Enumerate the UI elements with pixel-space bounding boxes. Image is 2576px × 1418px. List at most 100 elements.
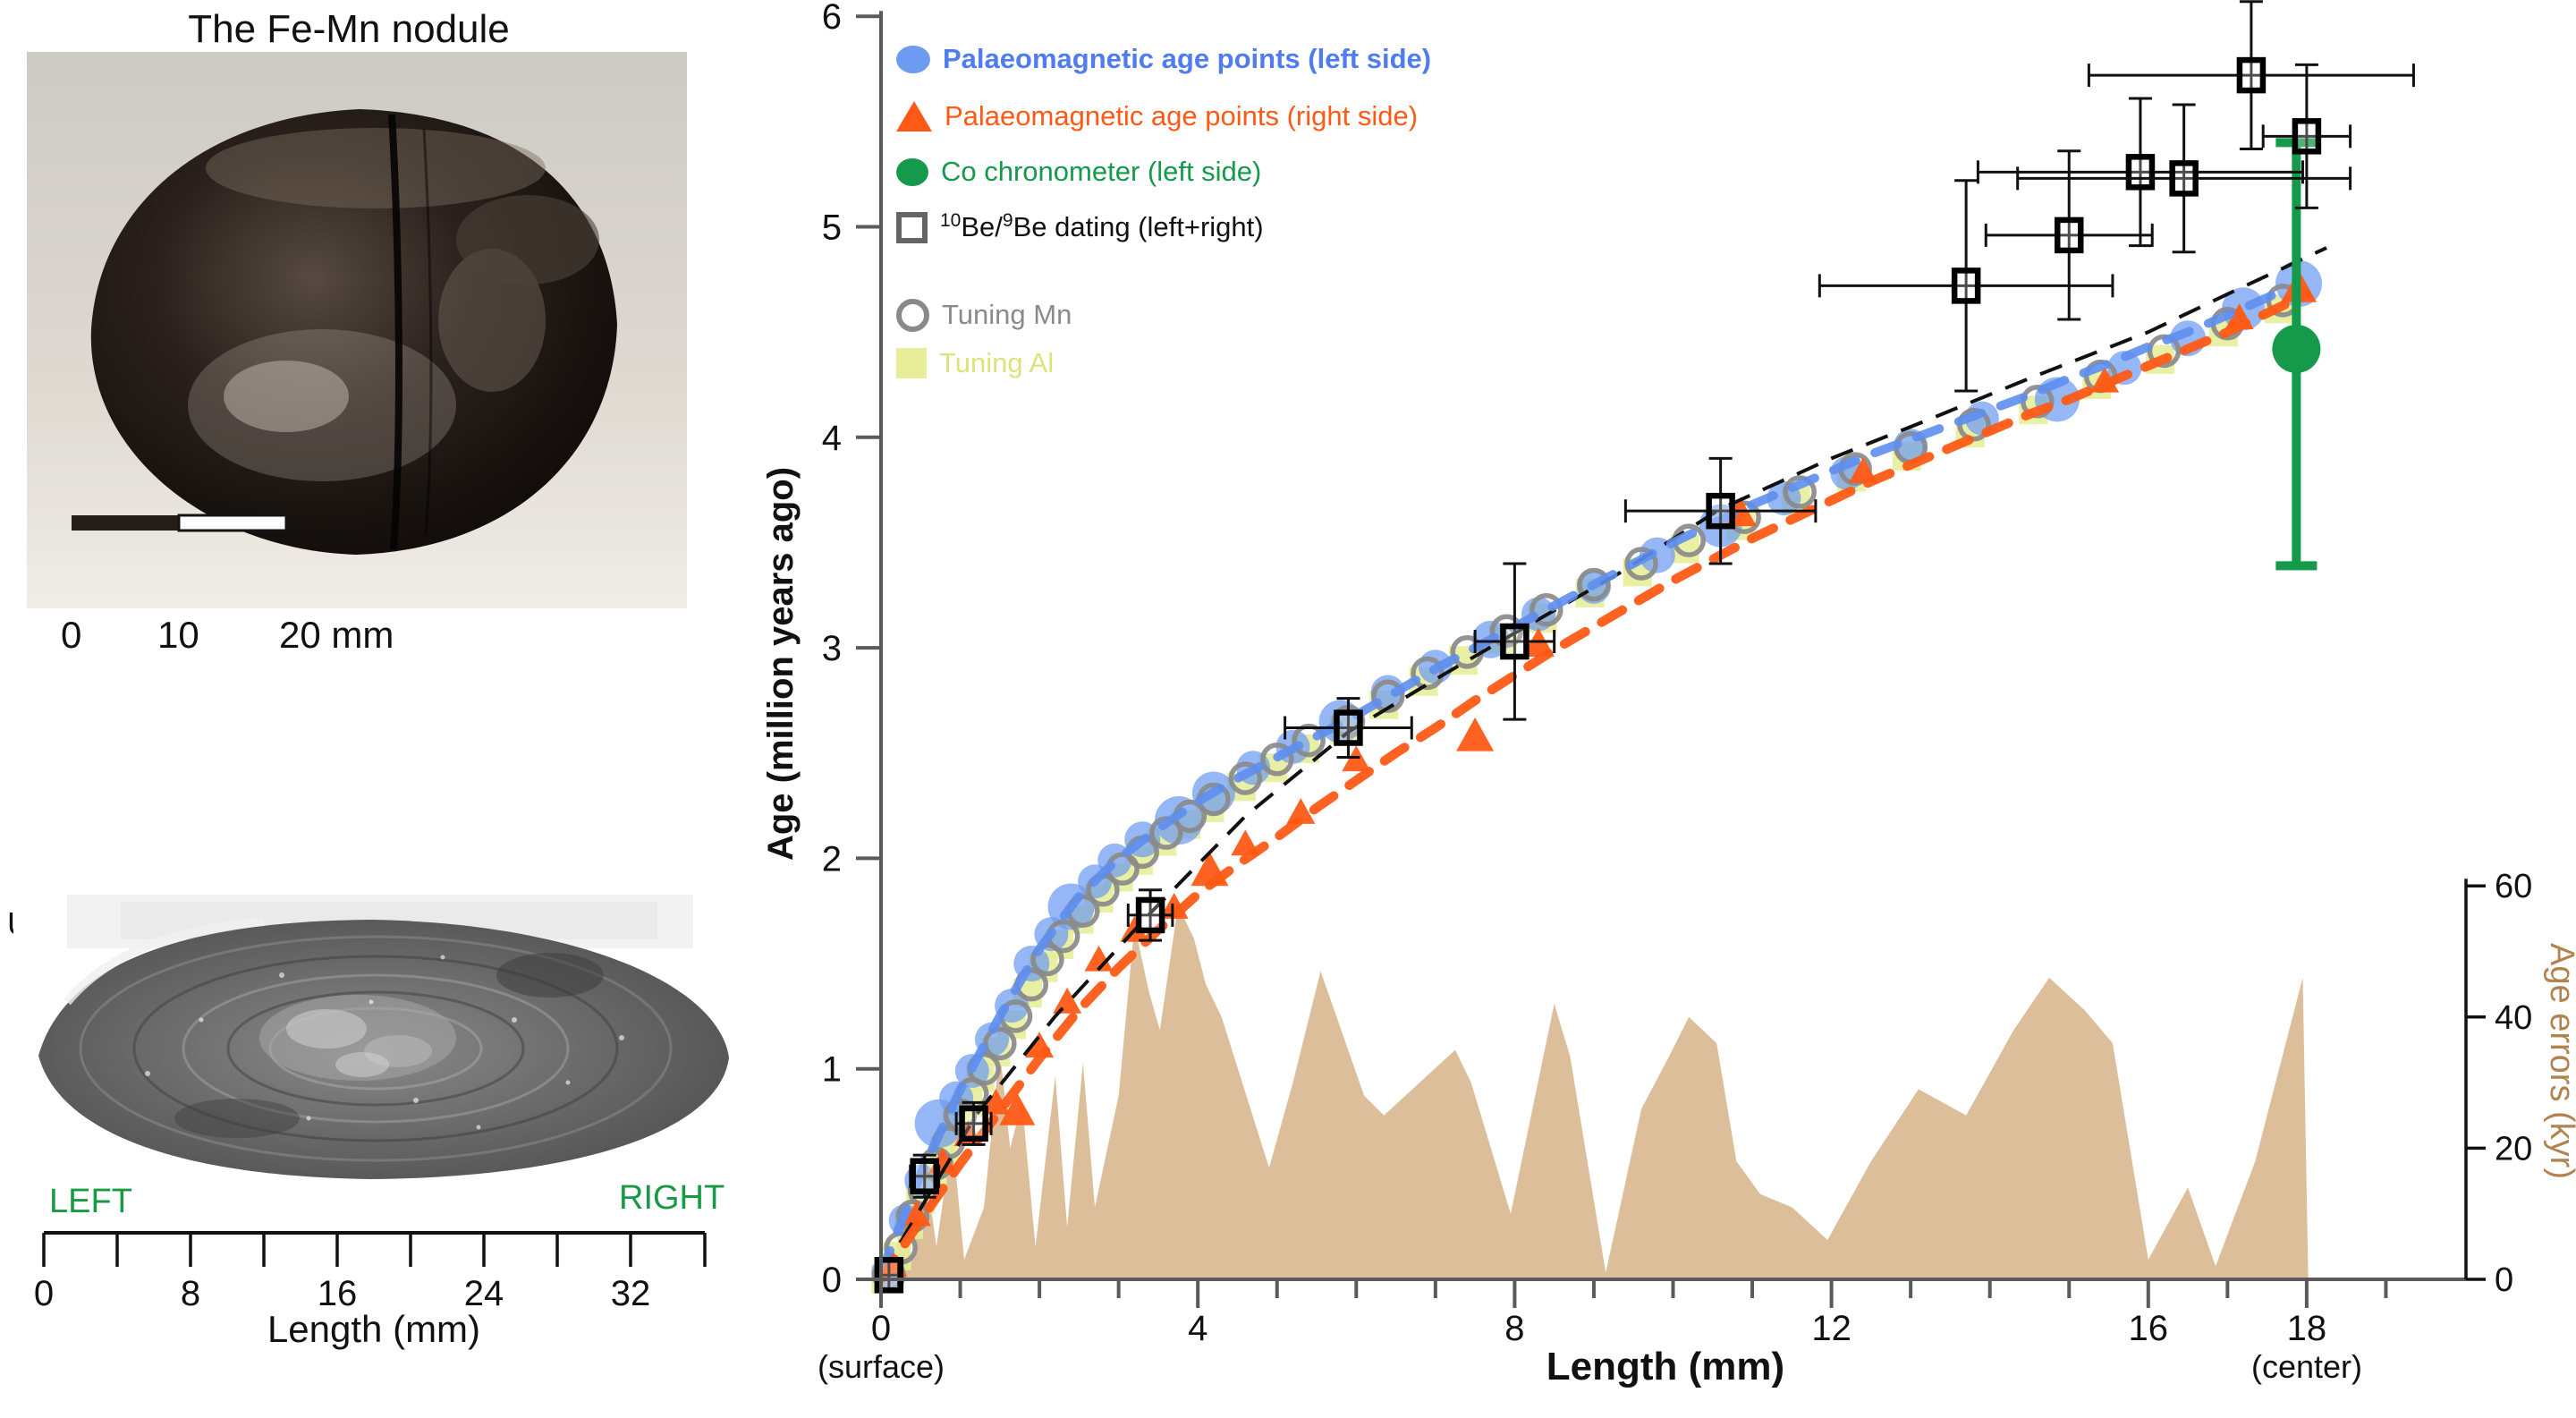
- right-fit-dashed-line: [876, 289, 2312, 1285]
- be-dating-point: [2292, 118, 2322, 155]
- legend-item-tuning-mn: Tuning Mn: [896, 295, 1072, 335]
- tuning-mn-point: [1370, 679, 1405, 713]
- nodule-sheen: [188, 329, 456, 481]
- tuning-mn-point: [1260, 743, 1294, 777]
- be-dating-point: [910, 1158, 939, 1194]
- palaeomagnetic-left-point: [1639, 537, 1675, 573]
- yellow-square-icon: [896, 348, 927, 378]
- section-illustration: [11, 895, 760, 1199]
- scalebar-label-10: 10: [157, 614, 199, 656]
- age-errors-area: [888, 905, 2309, 1279]
- growth-ring: [182, 973, 570, 1124]
- be-fit-dashed-line: [879, 246, 2327, 1277]
- y2-tick-label: 0: [2495, 1261, 2513, 1299]
- x-tick-label: 18: [2287, 1309, 2327, 1348]
- legend-item-palaeomagnetic-right: Palaeomagnetic age points (right side): [896, 97, 1418, 136]
- legend-item-palaeomagnetic-left: Palaeomagnetic age points (left side): [896, 39, 1431, 79]
- scalebar-label-0: 0: [61, 614, 82, 656]
- legend-label: Co chronometer (left side): [941, 156, 1262, 187]
- rim-highlight: [64, 917, 265, 1006]
- be-dating-point: [959, 1105, 988, 1142]
- y2-tick-label: 40: [2495, 999, 2532, 1037]
- growth-ring: [79, 935, 673, 1162]
- ruler-label-16: 16: [317, 1274, 358, 1313]
- gray-ring-icon: [896, 298, 929, 332]
- y-axis-title: Age (million years ago): [761, 467, 801, 861]
- ruler-labels: 0 8 16 24 32: [34, 1274, 724, 1315]
- nodule-highlight: [224, 361, 349, 432]
- legend-item-be-dating: 10Be/9Be dating (left+right): [896, 208, 1264, 247]
- blue-circle-icon: [896, 45, 930, 73]
- tuning-mn-point: [983, 1026, 1017, 1061]
- tuning-mn-point: [1783, 475, 1817, 509]
- legend-label: Palaeomagnetic age points (left side): [943, 43, 1432, 74]
- ruler-label-0: 0: [33, 1274, 55, 1313]
- x-tick-label: 8: [1504, 1309, 1524, 1348]
- y2-axis-title: Age errors (kyr): [2543, 943, 2576, 1179]
- x-tick-label: 12: [1811, 1309, 1852, 1348]
- x-axis-title: Length (mm): [1546, 1345, 1784, 1388]
- be-dating-point: [2125, 154, 2156, 191]
- nodule-sheen-top: [206, 128, 546, 208]
- ruler-label-32: 32: [610, 1274, 651, 1313]
- legend-item-co-chronometer: Co chronometer (left side): [896, 152, 1261, 191]
- open-square-icon: [896, 211, 928, 243]
- legend-label: Tuning Mn: [942, 299, 1072, 330]
- co-chronometer-point: [2272, 324, 2321, 373]
- nodule-gloss-upper: [456, 195, 599, 284]
- growth-ring: [226, 990, 525, 1107]
- y-tick-label: 1: [822, 1050, 842, 1090]
- photo-scalebar-labels: 0 10 20 mm: [27, 614, 687, 658]
- be-dating-point: [1951, 267, 1981, 304]
- palaeomagnetic-right-point: [1849, 456, 1878, 483]
- legend-label: Tuning Al: [939, 347, 1055, 378]
- nodule-crack: [388, 114, 402, 550]
- palaeomagnetic-right-point: [1053, 987, 1082, 1014]
- ruler-axis-label: Length (mm): [267, 1308, 481, 1350]
- left-fit-dashed-line: [877, 289, 2280, 1278]
- palaeomagnetic-right-point: [1456, 717, 1495, 751]
- x-center-note: (center): [2251, 1348, 2362, 1385]
- scalebar-black-segment: [72, 515, 179, 531]
- ruler-label-24: 24: [463, 1274, 504, 1313]
- photo-title: The Fe-Mn nodule: [188, 7, 510, 51]
- scalebar-white-segment: [177, 514, 288, 532]
- dark-patch: [496, 953, 604, 998]
- y-tick-label: 0: [822, 1261, 842, 1300]
- be-dating-point: [2169, 160, 2199, 197]
- orange-triangle-icon: [896, 101, 932, 132]
- y-tick-label: 4: [822, 419, 842, 458]
- nodule-gloss-right: [438, 249, 546, 392]
- growth-ring: [132, 955, 619, 1142]
- x-surface-note: (surface): [818, 1348, 945, 1385]
- tuning-mn-point: [1411, 656, 1445, 691]
- x-tick-label: 16: [2129, 1309, 2169, 1348]
- tuning-mn-point: [1530, 592, 1563, 627]
- dark-patch: [174, 1099, 300, 1138]
- section-left-label: LEFT: [49, 1183, 132, 1220]
- section-ruler: [42, 1231, 707, 1267]
- speckles: [11, 946, 624, 1130]
- be-dating-point: [1334, 709, 1363, 746]
- scalebar-label-20mm: 20 mm: [279, 614, 394, 656]
- tuning-mn-point: [1577, 567, 1611, 602]
- legend-item-tuning-al: Tuning Al: [896, 344, 1054, 383]
- palaeomagnetic-right-point: [1084, 945, 1114, 972]
- x-tick-label: 0: [871, 1309, 891, 1348]
- y-tick-label: 6: [822, 0, 842, 37]
- core-mottle: [335, 1052, 389, 1077]
- section-photo: [11, 895, 760, 1199]
- y-tick-label: 5: [822, 208, 842, 248]
- y2-tick-label: 20: [2495, 1130, 2532, 1168]
- palaeomagnetic-right-point: [902, 1200, 931, 1227]
- palaeomagnetic-right-point: [999, 1092, 1036, 1125]
- palaeomagnetic-right-point: [1286, 798, 1316, 824]
- be-dating-point: [2236, 56, 2267, 94]
- x-tick-label: 4: [1188, 1309, 1208, 1348]
- nodule-illustration: [27, 52, 687, 608]
- y2-tick-label: 60: [2495, 868, 2532, 905]
- y-tick-label: 2: [822, 839, 842, 879]
- nodule-photo: [27, 52, 687, 608]
